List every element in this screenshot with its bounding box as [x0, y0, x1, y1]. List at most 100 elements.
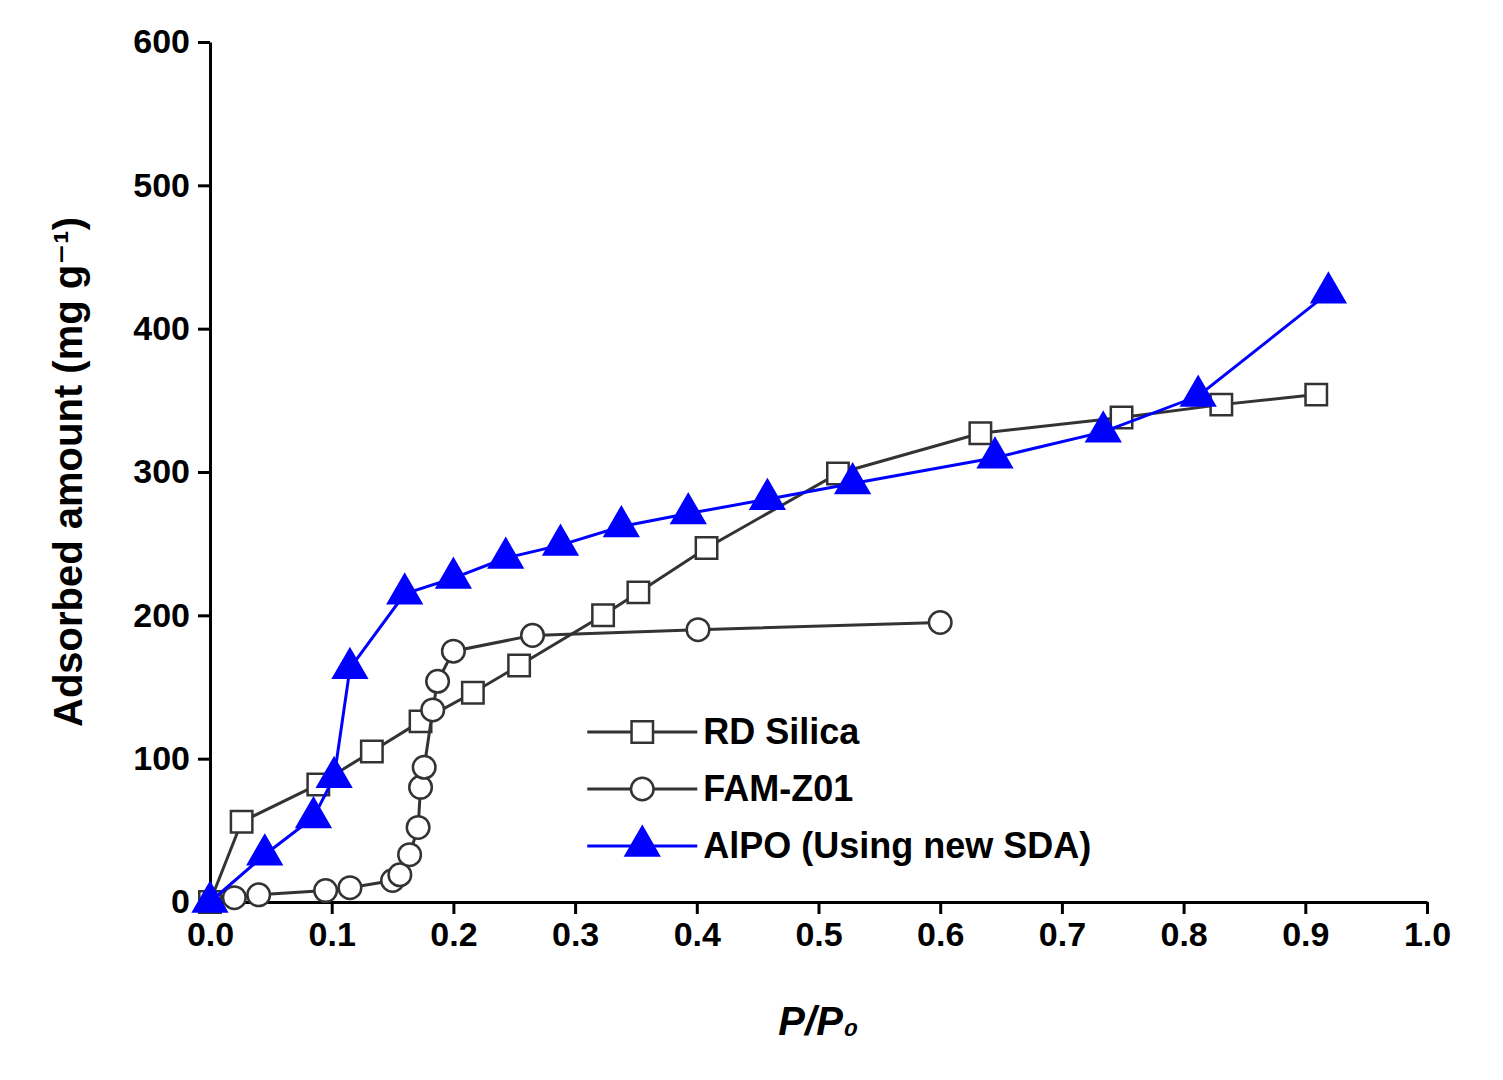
series-marker: [413, 756, 436, 779]
series-marker: [247, 835, 282, 865]
series-marker: [333, 648, 368, 678]
y-tick-label: 500: [133, 166, 190, 204]
x-tick: 0.4: [674, 902, 721, 953]
series-marker: [978, 438, 1013, 468]
legend-marker: [625, 826, 660, 856]
series-marker: [1306, 384, 1327, 405]
series-marker: [1181, 376, 1216, 406]
x-tick-mark: [939, 902, 942, 914]
y-tick-mark: [198, 328, 210, 331]
legend-item: AlPO (Using new SDA): [587, 825, 1091, 866]
series-marker: [231, 811, 252, 832]
series-marker: [543, 525, 578, 555]
series-marker: [750, 479, 785, 509]
x-tick-label: 0.3: [552, 915, 599, 953]
y-tick-label: 100: [133, 739, 190, 777]
plot: 0.00.10.20.30.40.50.60.70.80.91.00100200…: [133, 22, 1451, 953]
x-tick: 0.8: [1160, 902, 1207, 953]
x-tick-label: 0.5: [795, 915, 842, 953]
x-tick-mark: [818, 902, 821, 914]
series-marker: [314, 879, 337, 902]
y-tick: 600: [133, 22, 210, 60]
series-marker: [442, 640, 465, 663]
series-line: [210, 395, 1316, 902]
x-tick: 1.0: [1404, 902, 1451, 953]
series-marker: [193, 882, 228, 912]
y-tick: 100: [133, 739, 210, 777]
x-tick: 0.6: [917, 902, 964, 953]
series-marker: [409, 776, 432, 799]
series-marker: [521, 624, 544, 647]
x-tick-mark: [1183, 902, 1186, 914]
x-tick-label: 0.6: [917, 915, 964, 953]
x-tick-mark: [331, 902, 334, 914]
y-tick: 200: [133, 596, 210, 634]
legend: RD Silica FAM-Z01 AlPO (Using new SDA): [587, 711, 1091, 866]
x-tick-label: 0.8: [1160, 915, 1207, 953]
series-marker: [296, 797, 331, 827]
y-tick: 500: [133, 166, 210, 204]
y-tick-mark: [198, 758, 210, 761]
series-marker: [835, 463, 870, 493]
series-marker: [317, 757, 352, 787]
y-tick-mark: [198, 41, 210, 44]
legend-label: FAM-Z01: [703, 768, 853, 809]
series-marker: [592, 605, 613, 626]
legend-marker: [632, 721, 653, 742]
series-marker: [339, 876, 362, 899]
y-tick-mark: [198, 614, 210, 617]
series-marker: [970, 423, 991, 444]
x-tick: 0.1: [309, 902, 356, 953]
x-tick-label: 1.0: [1404, 915, 1451, 953]
x-tick-label: 0.2: [430, 915, 477, 953]
series-marker: [628, 582, 649, 603]
series-marker: [247, 884, 270, 907]
x-tick: 0.5: [795, 902, 842, 953]
x-tick-label: 0.9: [1282, 915, 1329, 953]
series-marker: [508, 655, 529, 676]
x-tick-mark: [574, 902, 577, 914]
x-axis: 0.0 0.1 0.2 0.3 0.4 0.5 0.6 0.7 0.8 0.9 1.0: [187, 902, 1451, 953]
x-tick: 0.7: [1039, 902, 1086, 953]
x-tick-mark: [1061, 902, 1064, 914]
legend-marker: [631, 778, 654, 801]
x-tick-mark: [1304, 902, 1307, 914]
x-tick-label: 0.4: [674, 915, 721, 953]
y-tick-label: 400: [133, 309, 190, 347]
x-tick-label: 0.7: [1039, 915, 1086, 953]
y-tick: 400: [133, 309, 210, 347]
series-marker: [387, 574, 422, 604]
series-marker: [361, 741, 382, 762]
y-tick-label: 600: [133, 22, 190, 60]
series-marker: [223, 886, 246, 909]
series-marker: [462, 682, 483, 703]
series-marker: [426, 670, 449, 693]
series-marker: [398, 843, 421, 866]
series-marker: [436, 558, 471, 588]
chart: 0.00.10.20.30.40.50.60.70.80.91.00100200…: [0, 0, 1503, 1080]
series-marker: [421, 699, 444, 722]
x-tick-label: 0.0: [187, 915, 234, 953]
legend-item: RD Silica: [587, 711, 860, 752]
x-tick: 0.3: [552, 902, 599, 953]
y-axis-title: Adsorbed amount (mg g⁻¹): [46, 217, 90, 727]
x-tick-label: 0.1: [309, 915, 356, 953]
series-marker: [696, 537, 717, 558]
series-marker: [1086, 412, 1121, 442]
y-tick-label: 300: [133, 452, 190, 490]
x-tick: 0.9: [1282, 902, 1329, 953]
x-tick: 0.2: [430, 902, 477, 953]
series-line: [210, 293, 1328, 902]
x-tick-mark: [452, 902, 455, 914]
series-marker: [929, 611, 952, 634]
series-marker: [604, 506, 639, 536]
y-axis: 0100200300400500600: [133, 22, 210, 920]
series-marker: [488, 538, 523, 568]
legend-item: FAM-Z01: [587, 768, 853, 809]
data-marks: [193, 273, 1346, 913]
y-tick-mark: [198, 471, 210, 474]
y-tick-mark: [198, 184, 210, 187]
y-tick-label: 200: [133, 596, 190, 634]
series-marker: [1311, 273, 1346, 303]
legend-label: RD Silica: [703, 711, 860, 752]
